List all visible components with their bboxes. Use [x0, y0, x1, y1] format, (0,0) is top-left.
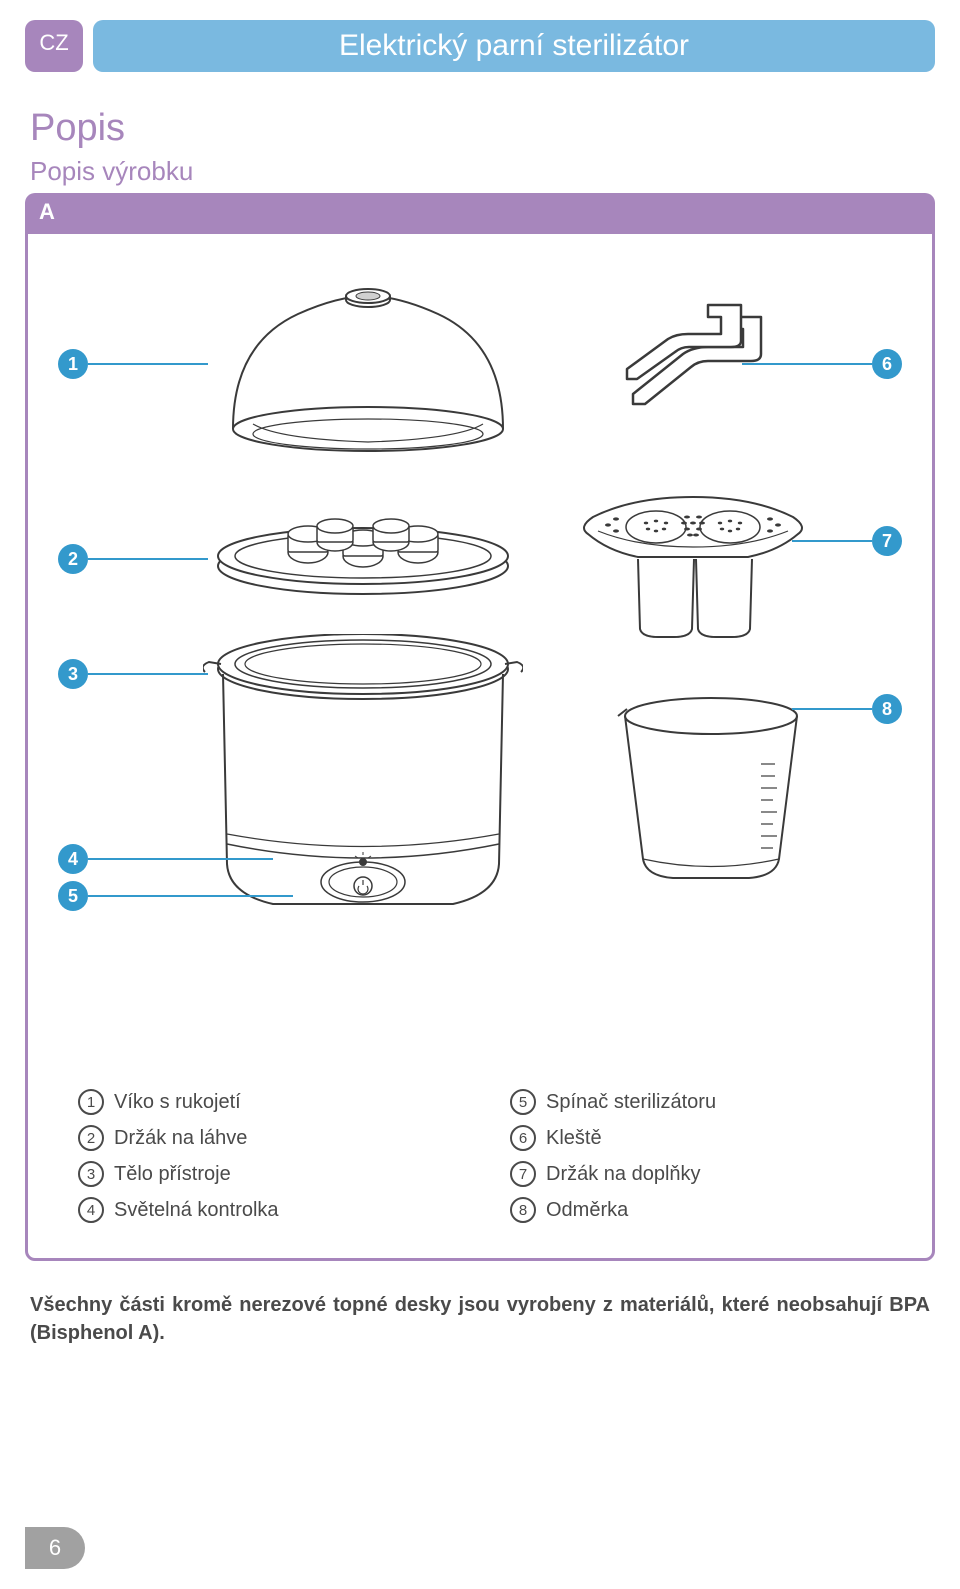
callout-4: 4 [58, 844, 273, 874]
legend-item: 4 Světelná kontrolka [78, 1197, 450, 1223]
callout-line [88, 673, 208, 675]
measuring-cup-illustration [613, 694, 803, 884]
callout-number: 4 [58, 844, 88, 874]
callout-line [88, 858, 273, 860]
legend-item: 1 Víko s rukojetí [78, 1089, 450, 1115]
callout-3: 3 [58, 659, 208, 689]
body-text: Všechny části kromě nerezové topné desky… [25, 1291, 935, 1347]
legend-item: 7 Držák na doplňky [510, 1161, 882, 1187]
callout-1: 1 [58, 349, 208, 379]
callout-number: 8 [872, 694, 902, 724]
diagram-area: 1 2 3 4 5 6 7 8 [58, 264, 902, 1064]
legend-col-right: 5 Spínač sterilizátoru 6 Kleště 7 Držák na … [510, 1089, 882, 1233]
callout-number: 2 [58, 544, 88, 574]
legend-item: 3 Tělo přístroje [78, 1161, 450, 1187]
subsection-heading: Popis výrobku [25, 156, 935, 187]
legend-label: Víko s rukojetí [114, 1091, 241, 1114]
lid-illustration [228, 284, 508, 454]
language-badge: CZ [25, 20, 83, 72]
callout-number: 7 [872, 526, 902, 556]
callout-6: 6 [742, 349, 902, 379]
legend-label: Kleště [546, 1127, 602, 1150]
callout-number: 1 [58, 349, 88, 379]
callout-line [792, 540, 872, 542]
callout-line [792, 708, 872, 710]
legend-number: 1 [78, 1089, 104, 1115]
legend-number: 4 [78, 1197, 104, 1223]
callout-line [88, 363, 208, 365]
legend-label: Světelná kontrolka [114, 1199, 279, 1222]
legend-item: 6 Kleště [510, 1125, 882, 1151]
legend-label: Spínač sterilizátoru [546, 1091, 716, 1114]
page-title: Elektrický parní sterilizátor [93, 20, 935, 72]
legend-item: 5 Spínač sterilizátoru [510, 1089, 882, 1115]
legend-item: 2 Držák na láhve [78, 1125, 450, 1151]
body-illustration [203, 634, 523, 919]
legend-item: 8 Odměrka [510, 1197, 882, 1223]
callout-7: 7 [792, 526, 902, 556]
legend-number: 8 [510, 1197, 536, 1223]
legend-number: 6 [510, 1125, 536, 1151]
callout-number: 5 [58, 881, 88, 911]
legend-number: 3 [78, 1161, 104, 1187]
callout-number: 3 [58, 659, 88, 689]
section-heading: Popis [25, 107, 935, 150]
callout-8: 8 [792, 694, 902, 724]
bottle-tray-illustration [213, 504, 513, 599]
legend-number: 7 [510, 1161, 536, 1187]
callout-line [88, 895, 293, 897]
panel-label: A [25, 193, 935, 231]
callout-line [742, 363, 872, 365]
accessory-holder-illustration [578, 489, 808, 639]
legend-label: Odměrka [546, 1199, 628, 1222]
legend-number: 2 [78, 1125, 104, 1151]
callout-number: 6 [872, 349, 902, 379]
diagram-frame: 1 2 3 4 5 6 7 8 1 Víko s rukojetí 2 Držák na láhv… [25, 231, 935, 1261]
callout-5: 5 [58, 881, 293, 911]
legend-number: 5 [510, 1089, 536, 1115]
legend-label: Tělo přístroje [114, 1163, 231, 1186]
callout-line [88, 558, 208, 560]
legend: 1 Víko s rukojetí 2 Držák na láhve 3 Tělo p… [58, 1089, 902, 1233]
legend-col-left: 1 Víko s rukojetí 2 Držák na láhve 3 Tělo p… [78, 1089, 450, 1233]
callout-2: 2 [58, 544, 208, 574]
legend-label: Držák na láhve [114, 1127, 247, 1150]
legend-label: Držák na doplňky [546, 1163, 701, 1186]
